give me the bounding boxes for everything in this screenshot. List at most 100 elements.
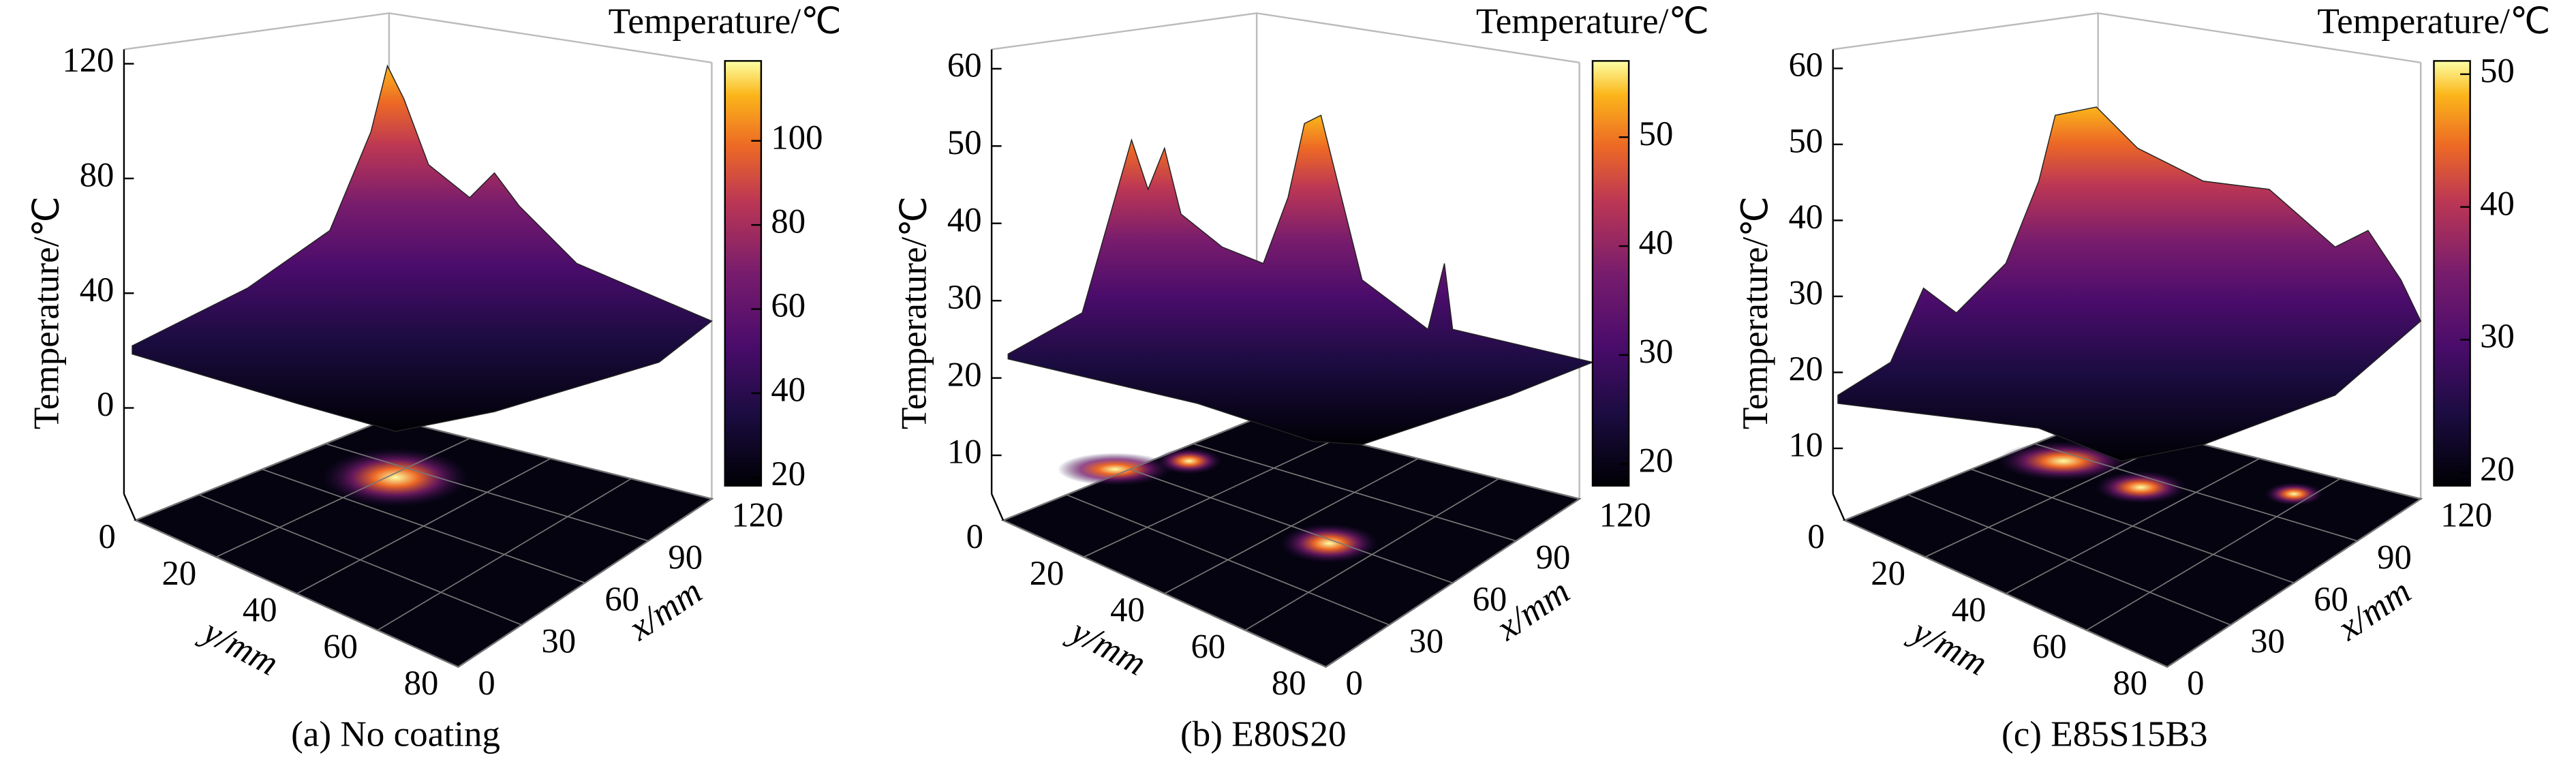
y-tick-label: 40 — [1110, 591, 1145, 629]
panel: 0 30 60 90 120 0 20 40 60 80 0 40 80 120 Temperature/℃… — [27, 1, 841, 754]
z-tick-label: 30 — [1788, 274, 1823, 312]
colorbar-tick-label: 50 — [1639, 114, 1674, 153]
z-axis-floor — [991, 493, 1005, 521]
z-tick-label: 60 — [947, 46, 982, 84]
y-grid-line — [1084, 438, 1338, 557]
y-grid-line — [1002, 417, 1257, 521]
y-grid-line — [2166, 498, 2421, 668]
x-tick-label: 90 — [2377, 538, 2412, 576]
y-tick-label: 80 — [404, 664, 439, 702]
z-tick-label: 40 — [1788, 198, 1823, 236]
y-grid-line — [135, 417, 390, 521]
floor-hotspot — [2264, 482, 2324, 506]
colorbar-tick-label: 40 — [1639, 224, 1674, 262]
y-grid-line — [215, 438, 470, 557]
colorbar-title: Temperature/℃ — [1476, 1, 1709, 41]
x-tick-label: 120 — [2440, 496, 2492, 534]
y-tick-label: 20 — [162, 554, 197, 592]
z-tick-label: 20 — [1788, 350, 1823, 388]
z-tick-label: 60 — [1788, 46, 1823, 84]
floor-hotspot — [321, 448, 470, 508]
colorbar-tick-label: 30 — [2480, 317, 2515, 355]
z-tick-label: 0 — [97, 385, 114, 423]
z-axis-label: Temperature/℃ — [1736, 196, 1775, 429]
colorbar-tick-label: 40 — [771, 371, 806, 409]
x-tick-label: 30 — [541, 622, 576, 660]
y-tick-label: 0 — [98, 517, 115, 555]
y-grid-line — [457, 498, 712, 668]
x-tick-label: 60 — [2314, 580, 2348, 618]
z-axis-label: Temperature/℃ — [27, 196, 66, 429]
floor-hotspot — [1156, 448, 1223, 474]
caption: (a) No coating — [291, 715, 500, 754]
colorbar-title: Temperature/℃ — [2317, 1, 2550, 41]
z-axis-floor — [123, 493, 136, 521]
colorbar-tick-label: 40 — [2480, 184, 2515, 222]
z-axis-floor — [1832, 493, 1845, 521]
x-tick-label: 0 — [2187, 664, 2204, 702]
y-tick-label: 80 — [2113, 664, 2147, 702]
x-tick-label: 30 — [2250, 622, 2285, 660]
surface — [1837, 106, 2422, 462]
surface — [1007, 114, 1595, 446]
z-tick-label: 30 — [947, 278, 982, 316]
y-tick-label: 80 — [1272, 664, 1306, 702]
z-tick-label: 10 — [947, 433, 982, 471]
y-tick-label: 20 — [1871, 554, 1905, 592]
floor-hotspot — [2094, 470, 2188, 504]
caption: (c) E85S15B3 — [2002, 715, 2208, 754]
z-tick-label: 50 — [947, 123, 982, 162]
x-tick-label: 30 — [1409, 622, 1444, 660]
x-tick-label: 120 — [1599, 496, 1651, 534]
y-tick-label: 60 — [1191, 627, 1225, 665]
y-tick-label: 60 — [2032, 627, 2067, 665]
z-tick-label: 80 — [80, 155, 114, 194]
y-grid-line — [1244, 478, 1499, 631]
y-tick-label: 0 — [1807, 517, 1824, 555]
x-tick-label: 0 — [1346, 664, 1363, 702]
colorbar-tick-label: 60 — [771, 286, 806, 324]
y-grid-line — [1325, 498, 1580, 668]
z-tick-label: 40 — [80, 271, 114, 309]
colorbar-tick-label: 20 — [771, 455, 806, 493]
y-grid-line — [1164, 458, 1419, 594]
colorbar-tick-label: 80 — [771, 202, 806, 241]
z-axis-label: Temperature/℃ — [895, 196, 934, 429]
x-tick-label: 60 — [1473, 580, 1507, 618]
colorbar — [2433, 60, 2471, 487]
z-tick-label: 20 — [947, 355, 982, 393]
colorbar-title: Temperature/℃ — [609, 1, 842, 41]
colorbar-tick-label: 20 — [1639, 441, 1674, 479]
y-grid-line — [2086, 478, 2341, 631]
y-tick-label: 0 — [966, 517, 983, 555]
x-tick-label: 120 — [731, 496, 783, 534]
x-tick-label: 60 — [604, 580, 639, 618]
panel: 0 30 60 90 120 0 20 40 60 80 10 20 30 40 50 60 Temperatu… — [895, 1, 1709, 754]
z-tick-label: 10 — [1788, 426, 1823, 464]
floor-hotspot — [1279, 523, 1379, 564]
colorbar-tick-label: 50 — [2480, 52, 2515, 90]
z-tick-label: 40 — [947, 200, 982, 239]
y-tick-label: 20 — [1030, 554, 1064, 592]
x-tick-label: 90 — [668, 538, 703, 576]
y-tick-label: 40 — [243, 591, 277, 629]
caption: (b) E80S20 — [1180, 715, 1347, 754]
floor-hotspot — [1057, 453, 1173, 486]
y-tick-label: 40 — [1952, 591, 1987, 629]
colorbar — [1591, 60, 1630, 487]
panel: 0 30 60 90 120 0 20 40 60 80 10 20 30 40 50 60 Temperatu… — [1736, 1, 2550, 754]
colorbar-tick-label: 30 — [1639, 333, 1674, 371]
colorbar-tick-label: 20 — [2480, 450, 2515, 488]
z-tick-label: 120 — [62, 41, 114, 79]
colorbar-tick-label: 100 — [771, 118, 823, 156]
x-tick-label: 0 — [478, 664, 495, 702]
x-tick-label: 90 — [1536, 538, 1571, 576]
y-grid-line — [377, 478, 632, 631]
surface — [132, 64, 713, 432]
colorbar — [724, 60, 763, 487]
y-tick-label: 60 — [323, 627, 358, 665]
y-grid-line — [296, 458, 551, 594]
z-tick-label: 50 — [1788, 122, 1823, 160]
